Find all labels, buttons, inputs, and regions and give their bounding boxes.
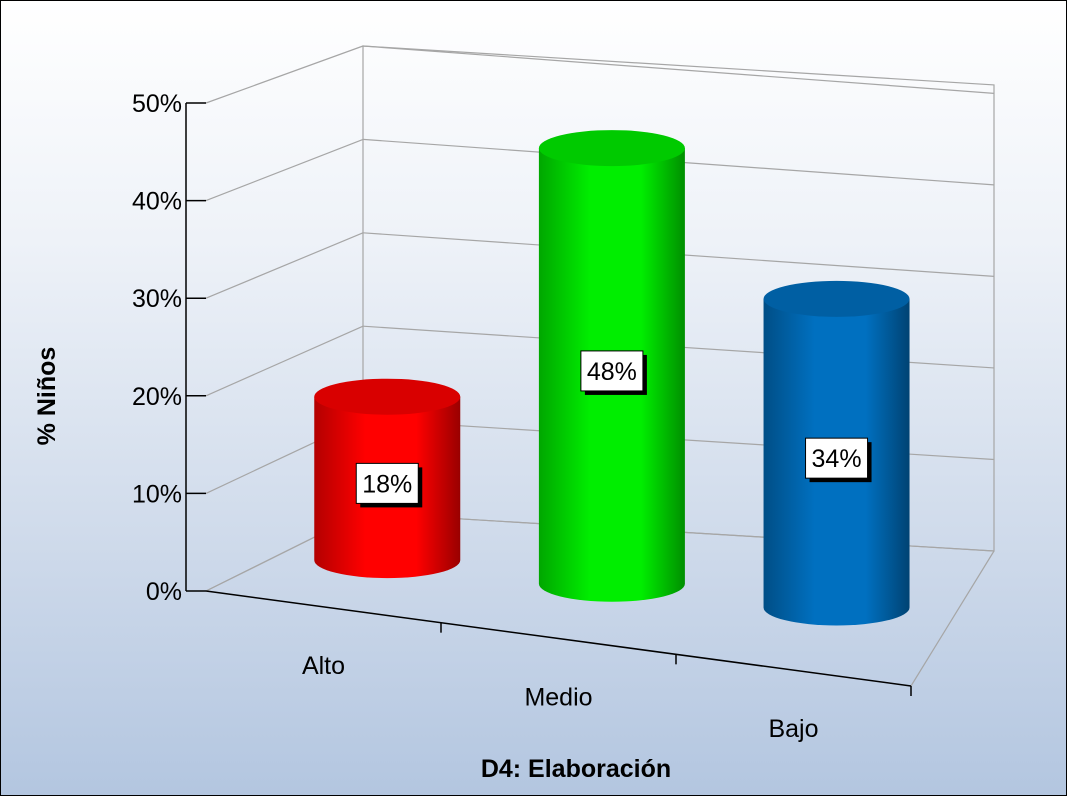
y-tick-label: 0% — [146, 578, 182, 606]
data-label-box — [805, 437, 869, 479]
gridline-side — [205, 325, 364, 397]
gridline-side — [205, 45, 364, 104]
x-tick-label: Medio — [524, 684, 592, 712]
data-label: 18% — [362, 470, 412, 498]
gridline-back — [362, 45, 995, 94]
gridline-side — [205, 138, 364, 202]
y-tick-label: 10% — [132, 480, 182, 508]
x-tick-label: Bajo — [768, 715, 818, 743]
y-axis-title: % Niños — [33, 347, 61, 446]
bar-top — [538, 130, 685, 167]
y-tick-label: 40% — [132, 188, 182, 216]
y-tick-label: 30% — [132, 285, 182, 313]
data-label: 34% — [812, 445, 862, 473]
bar-top — [763, 280, 910, 317]
gridline-side — [205, 232, 364, 299]
y-tick-label: 50% — [132, 90, 182, 118]
bar-top — [314, 378, 461, 415]
data-label-box — [355, 462, 419, 504]
floor-right-edge — [910, 550, 995, 687]
x-axis-line — [205, 590, 912, 687]
y-tick-label: 20% — [132, 383, 182, 411]
data-label: 48% — [587, 358, 637, 386]
x-axis-title: D4: Elaboración — [481, 755, 671, 783]
x-tick-label: Alto — [302, 652, 345, 680]
data-label-box — [580, 350, 644, 392]
